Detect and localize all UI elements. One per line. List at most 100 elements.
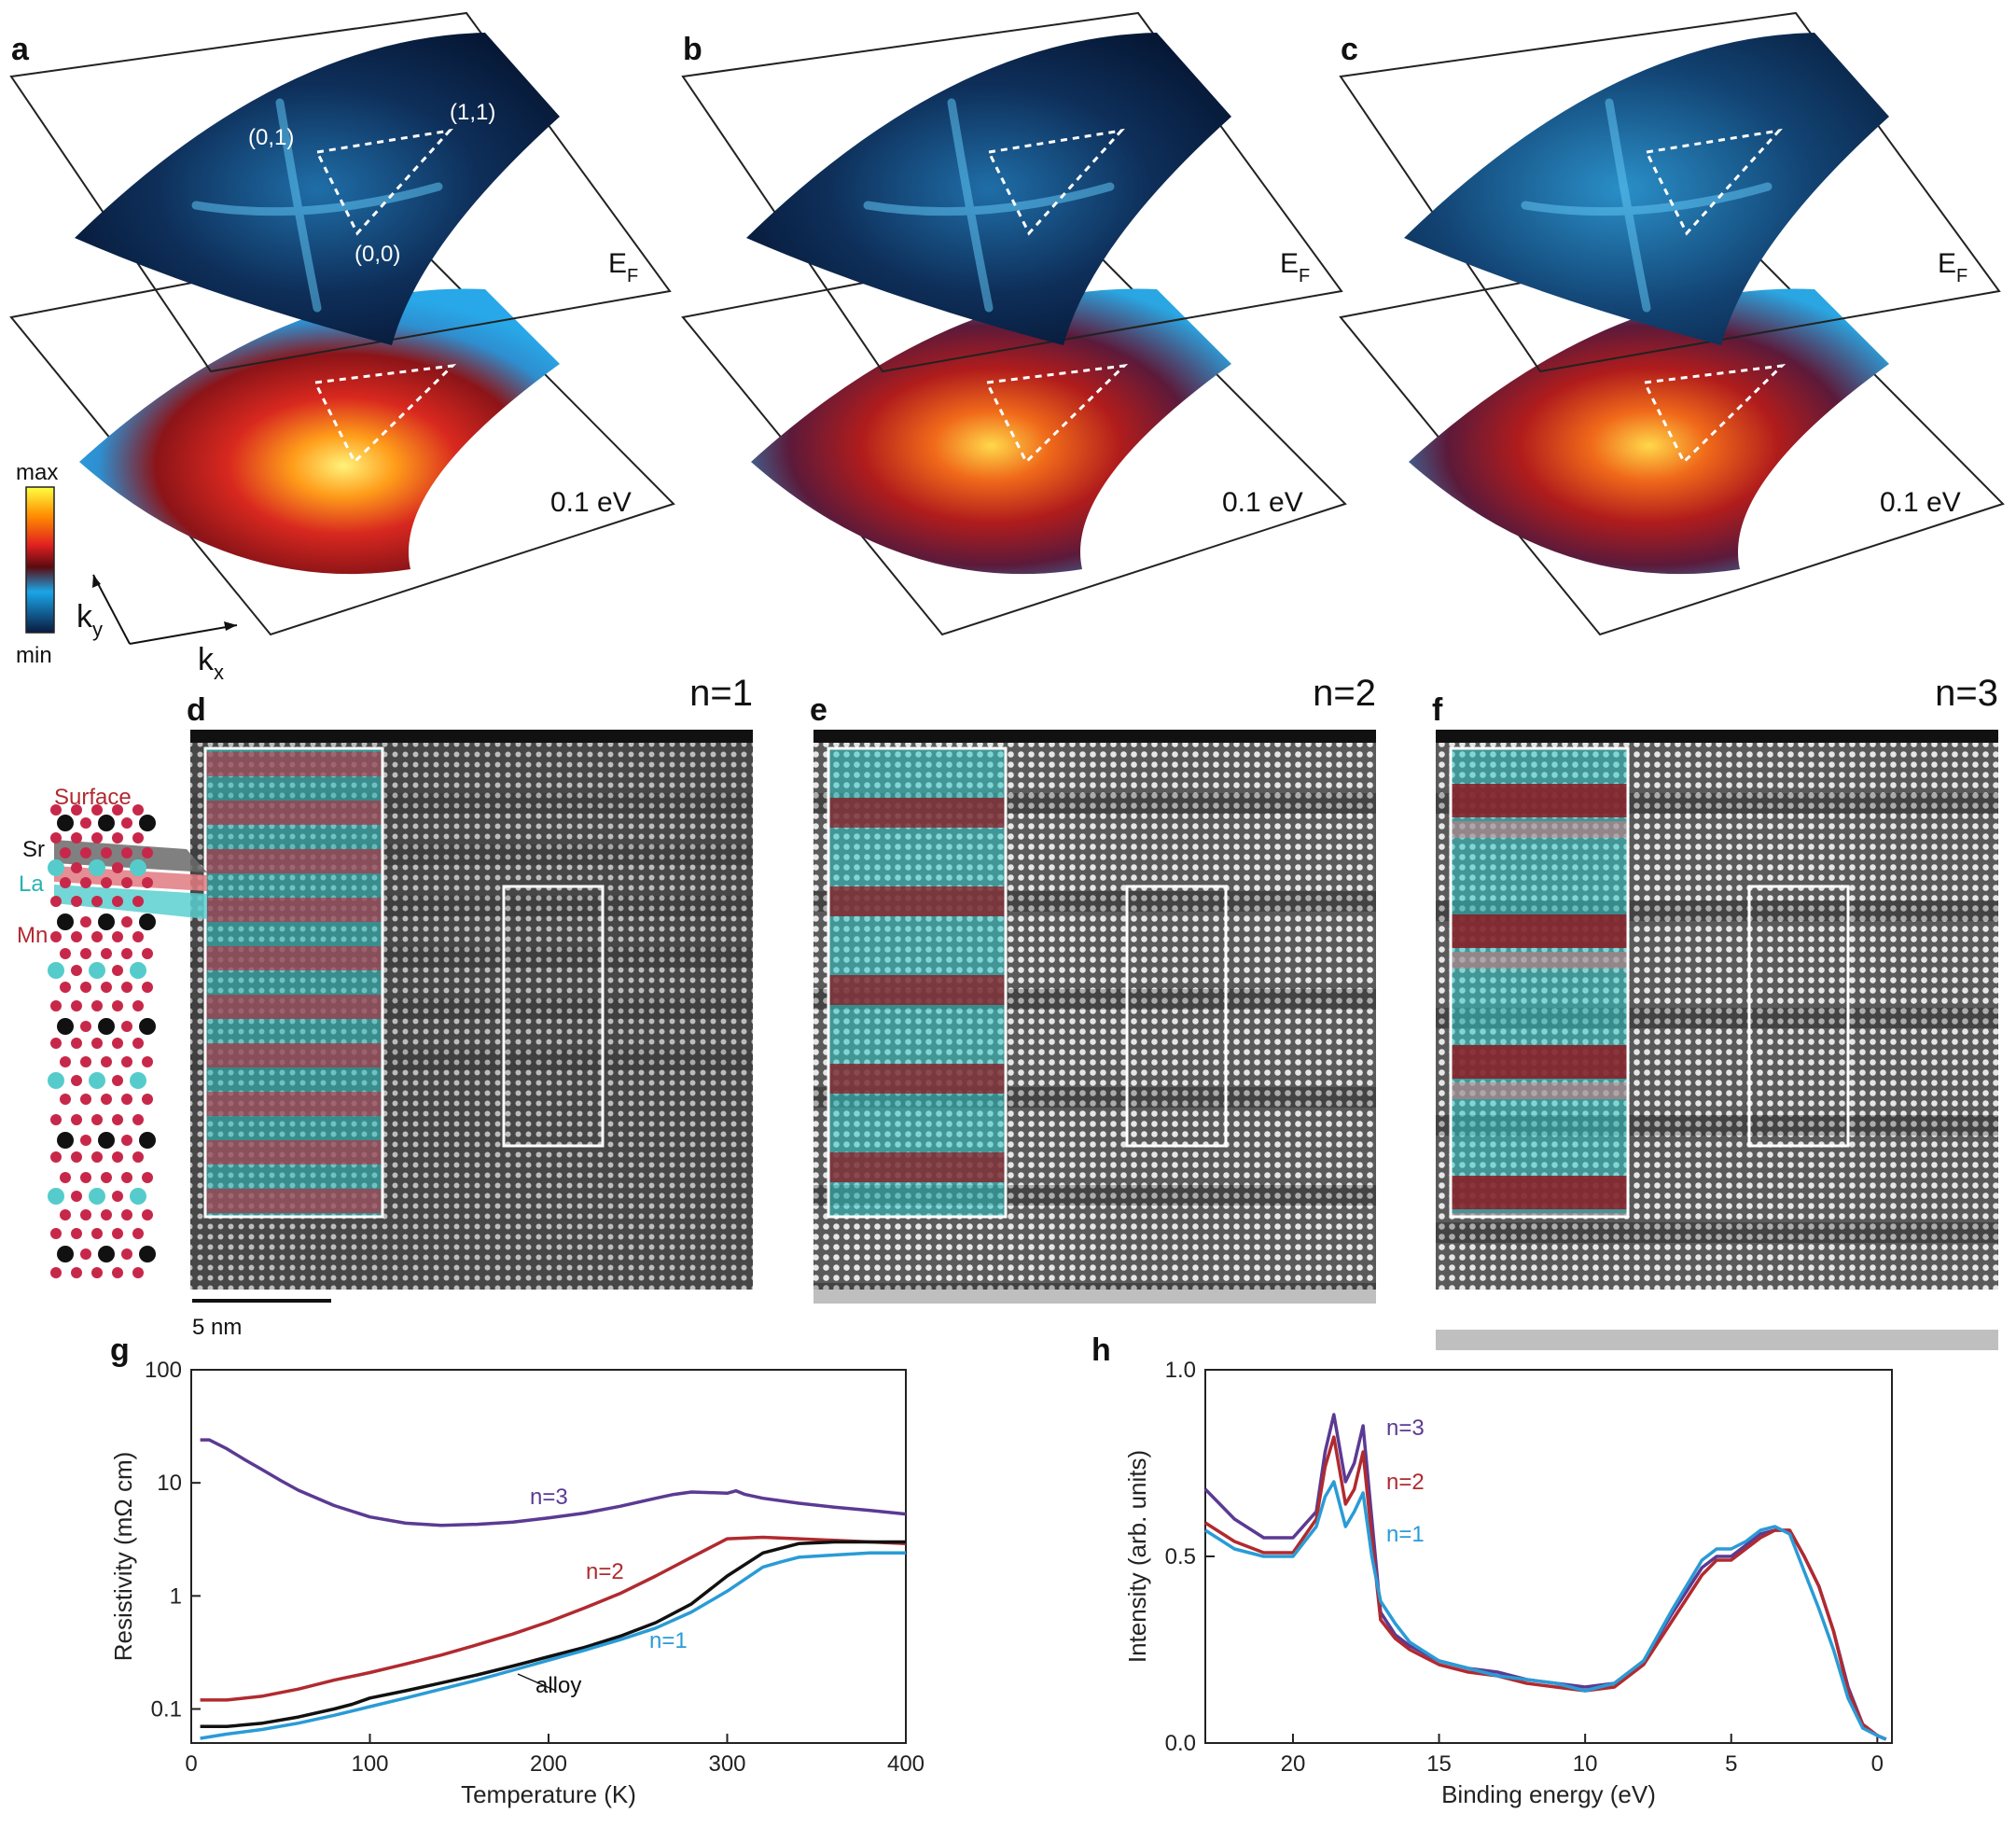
atom bbox=[112, 965, 123, 976]
atom bbox=[71, 832, 82, 844]
atom bbox=[80, 1248, 91, 1260]
series-line-n=2 bbox=[1204, 1435, 1887, 1741]
eels-overlay bbox=[205, 748, 382, 1217]
top-dashed-triangle bbox=[986, 128, 1125, 236]
x-tick-label: 20 bbox=[1281, 1751, 1306, 1777]
atom bbox=[89, 962, 105, 979]
eels-overlay-frame bbox=[1449, 746, 1630, 1219]
atom bbox=[142, 982, 153, 993]
atom bbox=[121, 1172, 132, 1183]
atom bbox=[132, 931, 144, 942]
series-line-n=3 bbox=[200, 1438, 907, 1527]
series-line-n=1 bbox=[200, 1551, 906, 1740]
atom bbox=[121, 948, 132, 959]
atom bbox=[132, 1151, 144, 1163]
stem-row: d n=1 e n=2 f n=3 bbox=[187, 673, 1998, 1350]
atom bbox=[80, 847, 91, 858]
kx-arrowhead bbox=[224, 621, 237, 631]
atom bbox=[98, 1246, 115, 1262]
atom bbox=[48, 1072, 64, 1089]
atom bbox=[139, 815, 156, 831]
atom bbox=[60, 877, 71, 888]
energy-cut-label: 0.1 eV bbox=[550, 487, 632, 518]
atom bbox=[98, 1018, 115, 1035]
y-tick-label: 10 bbox=[157, 1471, 182, 1496]
atom bbox=[112, 931, 123, 942]
colorbar-min-label: min bbox=[16, 643, 52, 668]
atom bbox=[57, 1132, 74, 1149]
y-tick-label: 1 bbox=[170, 1583, 182, 1609]
x-tick-label: 0 bbox=[185, 1751, 197, 1777]
atom bbox=[48, 859, 64, 876]
y-tick-label: 0.0 bbox=[1165, 1731, 1196, 1756]
top-dashed-triangle bbox=[1644, 128, 1783, 236]
x-tick-label: 15 bbox=[1426, 1751, 1452, 1777]
atom bbox=[101, 1209, 112, 1220]
atom bbox=[91, 931, 103, 942]
fermi-level-label: EF bbox=[1280, 248, 1310, 286]
panel-label-e: e bbox=[810, 692, 827, 728]
atom bbox=[71, 1267, 82, 1278]
atom bbox=[112, 896, 123, 907]
atom bbox=[132, 804, 144, 816]
eels-region-box bbox=[1747, 885, 1850, 1148]
atom bbox=[80, 1135, 91, 1146]
stem-panel-d: d n=1 bbox=[187, 673, 753, 1290]
series-line-n=1 bbox=[1204, 1480, 1887, 1741]
stem-top-edge bbox=[813, 730, 1376, 743]
series-line-alloy bbox=[200, 1540, 906, 1729]
series-line-n=2 bbox=[200, 1535, 907, 1702]
atom bbox=[80, 877, 91, 888]
eels-overlay bbox=[828, 748, 1006, 1217]
atom bbox=[71, 1151, 82, 1163]
top-plane-frame bbox=[9, 11, 672, 373]
atom bbox=[50, 1114, 62, 1125]
series-label-n=1: n=1 bbox=[1386, 1522, 1425, 1547]
x-axis-label: Temperature (K) bbox=[461, 1780, 636, 1808]
series-label-n=3: n=3 bbox=[530, 1485, 568, 1510]
atom bbox=[101, 948, 112, 959]
atom bbox=[112, 1151, 123, 1163]
atom bbox=[91, 1228, 103, 1239]
atom bbox=[101, 847, 112, 858]
kx-label: kx bbox=[198, 642, 224, 684]
atom bbox=[132, 1000, 144, 1011]
y-tick-label: 0.1 bbox=[151, 1697, 182, 1722]
y-axis-label: Intensity (arb. units) bbox=[1123, 1450, 1151, 1663]
x-tick-label: 300 bbox=[708, 1751, 745, 1777]
y-axis-label: Resistivity (mΩ cm) bbox=[109, 1452, 137, 1662]
top-map-ef bbox=[746, 33, 1231, 345]
atom bbox=[60, 1172, 71, 1183]
top-plane-frame bbox=[681, 11, 1343, 373]
atom bbox=[130, 859, 146, 876]
top-map-ef bbox=[75, 33, 560, 345]
atom bbox=[132, 1228, 144, 1239]
fermi-surface-bands bbox=[863, 98, 1115, 313]
series-label-n=3: n=3 bbox=[1386, 1416, 1425, 1441]
atom bbox=[60, 982, 71, 993]
atom bbox=[71, 862, 82, 873]
energy-cut-label: 0.1 eV bbox=[1222, 487, 1303, 518]
atom bbox=[132, 1267, 144, 1278]
y-tick-label: 0.5 bbox=[1165, 1544, 1196, 1569]
atom bbox=[71, 1228, 82, 1239]
atom bbox=[50, 1267, 62, 1278]
bottom-map-0.1ev bbox=[79, 288, 560, 575]
bottom-map-0.1ev bbox=[1409, 288, 1889, 575]
atom bbox=[89, 1188, 105, 1205]
la-layer-highlight bbox=[54, 885, 207, 919]
la-label: La bbox=[19, 872, 44, 897]
atom bbox=[112, 1000, 123, 1011]
atom bbox=[121, 877, 132, 888]
atom bbox=[121, 817, 132, 829]
atom bbox=[71, 804, 82, 816]
atom bbox=[121, 1094, 132, 1105]
atom bbox=[80, 948, 91, 959]
fermi-level-label: EF bbox=[1938, 248, 1967, 286]
atom bbox=[112, 804, 123, 816]
atom bbox=[142, 877, 153, 888]
atom bbox=[57, 1246, 74, 1262]
atom bbox=[98, 815, 115, 831]
bottom-dashed-triangle bbox=[1642, 363, 1787, 465]
